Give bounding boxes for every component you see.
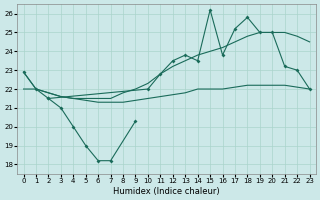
- X-axis label: Humidex (Indice chaleur): Humidex (Indice chaleur): [113, 187, 220, 196]
